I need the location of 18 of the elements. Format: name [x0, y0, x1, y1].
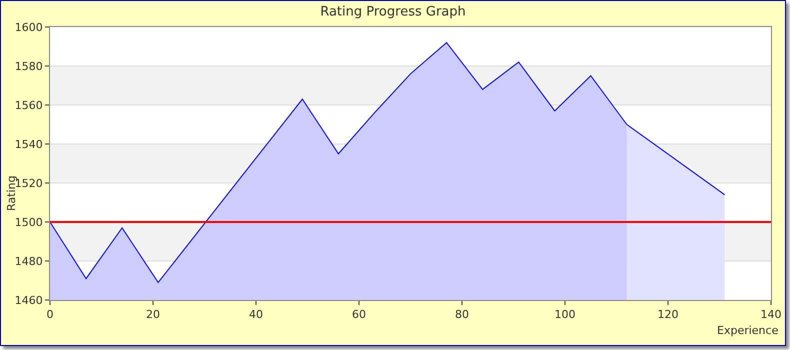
y-tick-label: 1500	[14, 216, 43, 229]
x-tick-label: 100	[554, 308, 576, 322]
x-axis-title: Experience	[717, 324, 779, 337]
x-tick-label: 120	[658, 308, 678, 322]
chart-title: Rating Progress Graph	[320, 4, 466, 20]
y-tick-label: 1480	[14, 254, 43, 268]
x-tick-label: 60	[352, 308, 366, 322]
x-tick-label: 0	[46, 308, 54, 322]
x-tick-label: 20	[146, 308, 160, 322]
x-tick-label: 80	[455, 308, 469, 322]
x-tick-label: 140	[760, 308, 782, 322]
y-tick-label: 1540	[14, 138, 43, 151]
x-tick-label: 40	[249, 308, 263, 322]
y-tick-label: 1560	[14, 98, 43, 112]
y-tick-label: 1460	[14, 294, 43, 307]
y-axis-title: Rating	[5, 176, 18, 211]
y-tick-label: 1600	[14, 20, 43, 34]
y-tick-label: 1580	[14, 60, 43, 73]
